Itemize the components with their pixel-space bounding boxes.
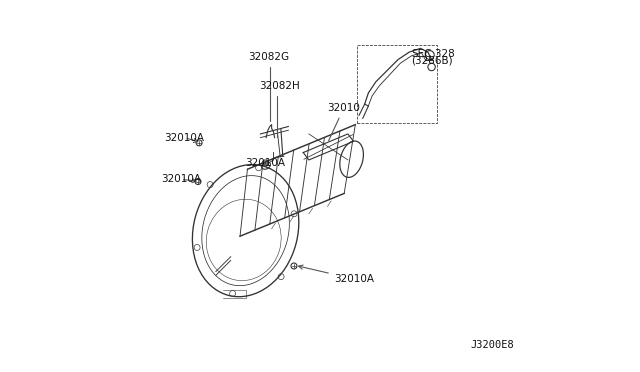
Text: (3286B): (3286B) xyxy=(411,56,452,66)
Text: 32010A: 32010A xyxy=(246,158,285,168)
Text: 32010: 32010 xyxy=(328,103,360,141)
Text: 32082H: 32082H xyxy=(259,80,300,137)
Text: J3200E8: J3200E8 xyxy=(470,340,515,350)
Text: 32010A: 32010A xyxy=(161,174,201,184)
Text: 32010A: 32010A xyxy=(299,265,374,284)
Text: 32082G: 32082G xyxy=(248,51,290,121)
Text: 32010A: 32010A xyxy=(164,132,205,142)
Text: SEC.328: SEC.328 xyxy=(411,48,455,58)
